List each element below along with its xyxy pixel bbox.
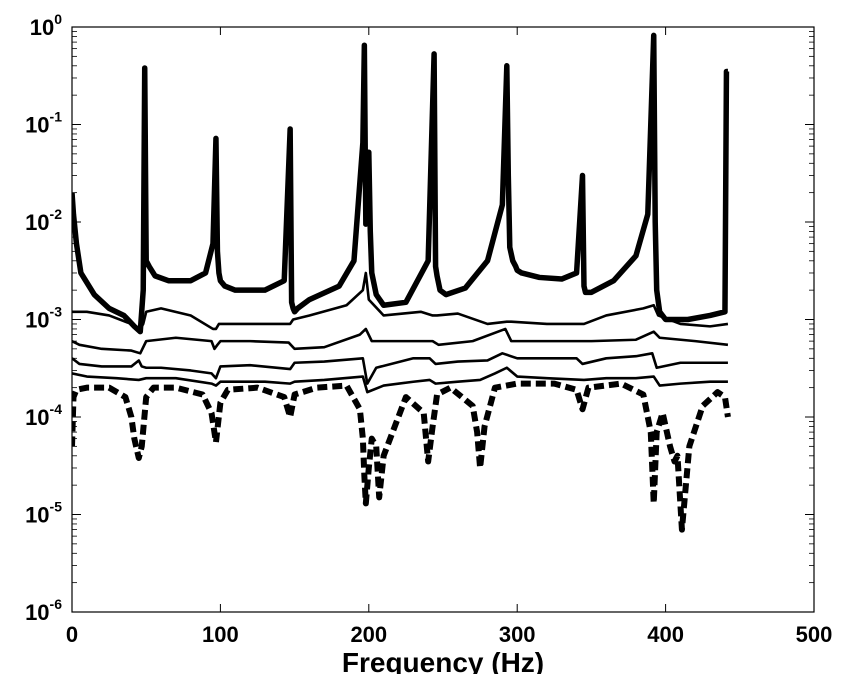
x-axis-label: Frequency (Hz)	[342, 647, 544, 674]
x-tick-label: 400	[647, 622, 684, 647]
x-tick-label: 100	[202, 622, 239, 647]
series-line-5	[72, 366, 728, 394]
series-line-2	[72, 271, 729, 331]
y-axis: 10-6 10-5 10-4 10-3 10-2 10-1 100	[25, 11, 814, 625]
series-line-3	[72, 327, 729, 355]
x-axis: 0 100 200 300 400 500	[66, 27, 832, 647]
y-tick-label: 10-5	[25, 499, 62, 528]
series-line-1	[72, 32, 730, 335]
y-tick-label: 100	[30, 11, 62, 40]
y-tick-label: 10-6	[25, 596, 62, 625]
y-tick-label: 10-2	[25, 206, 62, 235]
y-tick-label: 10-1	[25, 109, 62, 138]
y-tick-label: 10-4	[25, 401, 62, 430]
x-tick-label: 0	[66, 622, 78, 647]
x-tick-label: 500	[796, 622, 833, 647]
plot-frame	[71, 26, 815, 613]
series-line-6	[72, 380, 731, 533]
x-tick-label: 200	[350, 622, 387, 647]
series-line-4	[72, 352, 728, 385]
series-layer	[72, 32, 731, 533]
y-tick-label: 10-3	[25, 304, 62, 333]
x-tick-label: 300	[499, 622, 536, 647]
